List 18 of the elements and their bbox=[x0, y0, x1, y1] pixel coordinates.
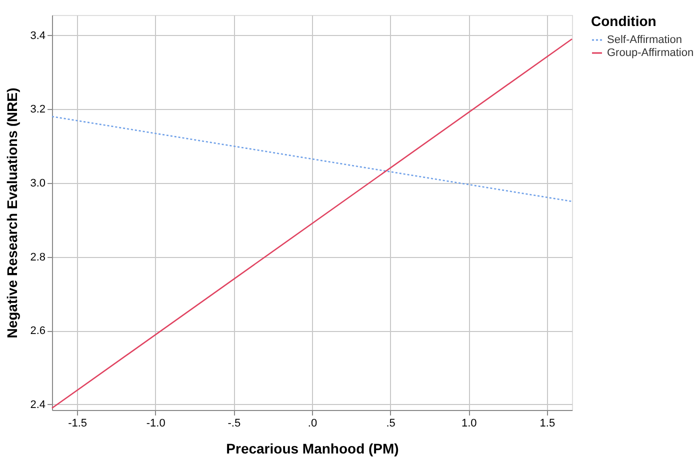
x-tick-label: .5 bbox=[386, 418, 396, 430]
y-tick-label: 3.0 bbox=[30, 177, 46, 190]
x-tick-label: -1.5 bbox=[68, 418, 88, 430]
y-tick-label: 3.4 bbox=[30, 30, 46, 42]
y-tick-label: 2.8 bbox=[30, 251, 46, 264]
legend-title: Condition bbox=[591, 13, 656, 29]
legend-label: Group-Affirmation bbox=[607, 47, 694, 59]
y-tick-label: 2.6 bbox=[30, 325, 46, 338]
y-tick-label: 2.4 bbox=[30, 398, 46, 411]
x-tick-label: 1.0 bbox=[461, 418, 477, 430]
y-axis-title: Negative Research Evaluations (NRE) bbox=[4, 88, 20, 338]
x-axis-title: Precarious Manhood (PM) bbox=[226, 440, 399, 456]
y-tick-label: 3.2 bbox=[30, 104, 46, 116]
x-tick-label: .0 bbox=[308, 418, 318, 430]
legend-label: Self-Affirmation bbox=[607, 34, 682, 46]
x-tick-label: -.5 bbox=[228, 418, 241, 430]
x-tick-label: -1.0 bbox=[146, 418, 166, 430]
x-tick-label: 1.5 bbox=[540, 418, 556, 430]
